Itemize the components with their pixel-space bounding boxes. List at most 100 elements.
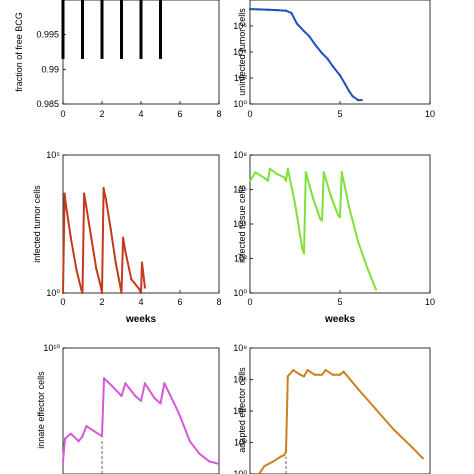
y-tick-label: 10⁶ (233, 185, 247, 195)
data-point (266, 179, 270, 182)
data-point (188, 440, 191, 443)
y-tick-label: 10⁰ (233, 288, 247, 298)
y-tick-label: 10⁸ (233, 343, 247, 353)
data-point (140, 261, 144, 264)
data-point (275, 9, 279, 12)
x-tick-label: 2 (99, 297, 104, 307)
plot-frame (62, 347, 220, 474)
data-point (75, 269, 78, 273)
y-tick-label: 10⁴ (233, 219, 247, 229)
data-point (272, 460, 275, 463)
data-point (329, 195, 333, 198)
data-point (356, 240, 360, 243)
data-point (90, 236, 93, 239)
data-point (347, 205, 351, 208)
series-line (249, 8, 362, 102)
data-point (99, 286, 103, 289)
x-tick-label: 8 (216, 109, 221, 119)
series-line (249, 167, 377, 290)
x-tick-label: 0 (247, 109, 252, 119)
data-point (95, 267, 98, 270)
data-point (290, 11, 293, 15)
x-tick-label: 5 (337, 297, 342, 307)
data-point (159, 402, 162, 405)
data-point (286, 375, 289, 378)
data-point (319, 217, 322, 220)
y-axis-label: infected tumor cells (32, 185, 42, 263)
data-point (259, 174, 262, 177)
data-point (178, 414, 182, 418)
data-point (130, 278, 133, 281)
y-tick-label: 10⁰ (233, 469, 247, 474)
data-point (322, 171, 325, 174)
data-point (351, 95, 354, 98)
series-line (62, 377, 220, 465)
data-point (313, 43, 316, 46)
data-point (304, 171, 307, 174)
plot-frame (249, 0, 431, 105)
data-point (360, 99, 363, 102)
data-point (64, 203, 68, 206)
data-point (114, 261, 117, 264)
data-point (263, 465, 266, 468)
data-point (265, 178, 268, 181)
data-point (100, 435, 104, 438)
y-tick-label: 10² (234, 438, 247, 448)
data-point (320, 373, 324, 376)
y-tick-label: 10⁶ (233, 21, 247, 31)
data-point (306, 368, 309, 372)
data-point (102, 187, 105, 190)
data-point (134, 394, 137, 397)
y-tick-label: 0.995 (36, 30, 59, 40)
data-point (208, 460, 211, 463)
data-point (173, 402, 176, 405)
data-point (82, 192, 86, 195)
data-point (313, 373, 316, 376)
data-point (301, 247, 304, 250)
x-tick-label: 0 (60, 297, 65, 307)
plot-frame (249, 154, 431, 294)
data-point (77, 440, 80, 443)
data-point (85, 425, 88, 428)
data-point (284, 450, 288, 454)
data-point (302, 30, 306, 33)
y-tick-label: 0.985 (36, 99, 59, 109)
data-point (153, 397, 156, 400)
y-axis-label: uninfected tumor cells (237, 8, 247, 96)
data-point (143, 382, 146, 385)
data-point (102, 377, 106, 380)
data-point (85, 206, 88, 209)
data-point (80, 289, 83, 292)
data-point (374, 408, 378, 411)
data-point (342, 370, 345, 373)
data-point (257, 8, 261, 11)
data-point (248, 179, 252, 182)
data-point (299, 373, 302, 376)
data-point (61, 460, 65, 463)
data-point (308, 35, 311, 38)
data-point (340, 171, 343, 174)
data-point (344, 83, 347, 86)
data-point (110, 384, 113, 387)
data-point (121, 236, 125, 239)
data-point (302, 375, 306, 378)
data-point (356, 99, 360, 102)
data-point (139, 291, 143, 295)
data-point (286, 167, 289, 170)
plot-frame (249, 347, 431, 474)
data-point (410, 446, 414, 449)
y-tick-label: 10¹⁰ (43, 343, 60, 353)
series-line (62, 187, 146, 294)
data-point (119, 286, 122, 289)
data-point (109, 228, 112, 231)
data-point (81, 291, 84, 295)
data-point (69, 432, 72, 435)
y-tick-label: 10⁰ (46, 288, 60, 298)
data-point (104, 198, 107, 201)
data-point (392, 428, 396, 431)
x-tick-label: 8 (216, 297, 221, 307)
data-point (374, 288, 378, 291)
data-point (268, 167, 271, 170)
data-point (338, 74, 342, 77)
y-tick-label: 0.99 (41, 64, 59, 74)
